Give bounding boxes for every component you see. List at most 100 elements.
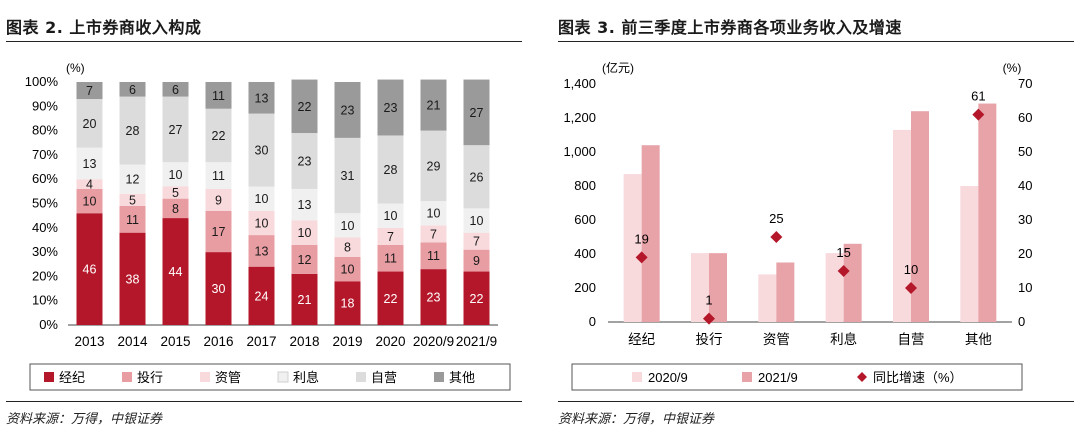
growth-marker: [837, 265, 850, 277]
bar-segment: [205, 162, 232, 189]
growth-marker: [770, 231, 783, 243]
y-tick-label-left: 1,200: [563, 110, 596, 125]
bar-segment: [248, 186, 275, 211]
data-label: 10: [341, 263, 355, 277]
right-chart-title: 图表 3. 前三季度上市券商各项业务收入及增速: [558, 18, 902, 37]
bar-segment: [248, 210, 275, 236]
bar-segment: [162, 82, 189, 97]
bar-segment: [420, 242, 447, 270]
growth-label: 10: [904, 262, 918, 277]
left-chart-panel: 图表 2. 上市券商收入构成 (%) 0% 10% 20% 30% 40% 50% 60% 70…: [0, 0, 528, 435]
x-tick-label: 2019: [332, 334, 362, 349]
bar-segment: [377, 271, 404, 325]
data-label: 22: [384, 292, 398, 306]
bar-segment: [377, 203, 404, 228]
data-label: 29: [427, 159, 441, 173]
data-label: 13: [255, 91, 269, 105]
y-tick-label-right: 50: [1018, 144, 1032, 159]
bar-segment: [248, 235, 275, 267]
bar-segment: [205, 82, 232, 109]
y-tick-label: 10%: [32, 293, 58, 308]
x-tick-label: 投行: [696, 332, 723, 347]
bar-segment: [334, 82, 361, 138]
stacked-bar-chart: (%)0%10%20%30%40%50%60%70%80%90%100%4610…: [25, 61, 511, 391]
x-tick-label: 2018: [289, 334, 319, 349]
bar-segment: [119, 232, 146, 325]
bar-segment: [248, 266, 275, 325]
bar-segment: [162, 218, 189, 325]
data-label: 24: [255, 289, 269, 303]
data-label: 27: [470, 106, 484, 120]
bar-segment: [205, 210, 232, 253]
growth-marker: [703, 312, 715, 325]
bar-segment: [119, 193, 146, 206]
bar-segment: [162, 96, 189, 163]
legend-swatch: [277, 371, 289, 383]
bar: [691, 253, 709, 322]
bar-segment: [291, 188, 318, 221]
bar-segment: [291, 244, 318, 274]
bar-segment: [377, 79, 404, 136]
data-label: 7: [473, 235, 480, 249]
data-label: 11: [212, 169, 225, 183]
data-label: 17: [212, 225, 226, 239]
y-tick-label: 20%: [32, 268, 58, 283]
growth-label: 15: [836, 245, 850, 260]
bar-segment: [377, 135, 404, 204]
bar: [709, 253, 727, 322]
bar-segment: [76, 213, 103, 325]
bar-segment: [334, 213, 361, 238]
data-label: 8: [172, 202, 179, 216]
bar-segment: [162, 186, 189, 199]
data-label: 38: [126, 272, 140, 286]
y-tick-label-left: 600: [574, 212, 596, 227]
data-label: 9: [215, 193, 222, 207]
y-tick-label: 100%: [25, 74, 59, 89]
bar: [893, 129, 911, 322]
bar: [960, 186, 979, 322]
data-label: 23: [427, 291, 441, 305]
y-tick-label: 60%: [32, 171, 58, 186]
bar: [978, 103, 997, 322]
left-chart-title: 图表 2. 上市券商收入构成: [6, 18, 202, 37]
data-label: 23: [384, 101, 398, 115]
bar-segment: [205, 108, 232, 163]
y-tick-label-right: 70: [1018, 76, 1032, 91]
growth-marker: [635, 251, 648, 264]
growth-marker: [972, 108, 985, 121]
bar-segment: [248, 113, 275, 187]
bar-segment: [463, 208, 490, 233]
bar-segment: [463, 271, 490, 325]
legend-swatch: [356, 372, 366, 382]
data-label: 22: [212, 129, 226, 143]
data-label: 28: [126, 124, 140, 138]
bar-segment: [334, 281, 361, 325]
data-label: 10: [341, 219, 355, 233]
legend-label: 利息: [293, 370, 319, 385]
y-tick-label-right: 60: [1018, 110, 1032, 125]
data-label: 10: [427, 207, 441, 221]
data-label: 10: [384, 209, 398, 223]
y-tick-label-right: 0: [1018, 314, 1025, 329]
data-label: 10: [255, 192, 269, 206]
bar-segment: [162, 162, 189, 187]
data-label: 4: [86, 178, 93, 192]
data-label: 13: [255, 244, 269, 258]
y-tick-label-left: 800: [574, 178, 596, 193]
data-label: 22: [470, 292, 484, 306]
x-tick-label: 2020/9: [413, 334, 454, 349]
legend-label: 自营: [371, 370, 397, 385]
bar-segment: [291, 220, 318, 245]
bar-segment: [119, 96, 146, 165]
y-tick-label: 70%: [32, 147, 58, 162]
bar-segment: [463, 145, 490, 209]
data-label: 7: [430, 227, 437, 241]
bar-segment: [162, 198, 189, 219]
data-label: 10: [83, 195, 97, 209]
y-tick-label-left: 400: [574, 246, 596, 261]
x-tick-label: 自营: [898, 332, 925, 347]
y-tick-label: 80%: [32, 123, 58, 138]
bar-segment: [420, 201, 447, 226]
legend-label: 其他: [449, 370, 475, 385]
data-label: 26: [470, 170, 484, 184]
